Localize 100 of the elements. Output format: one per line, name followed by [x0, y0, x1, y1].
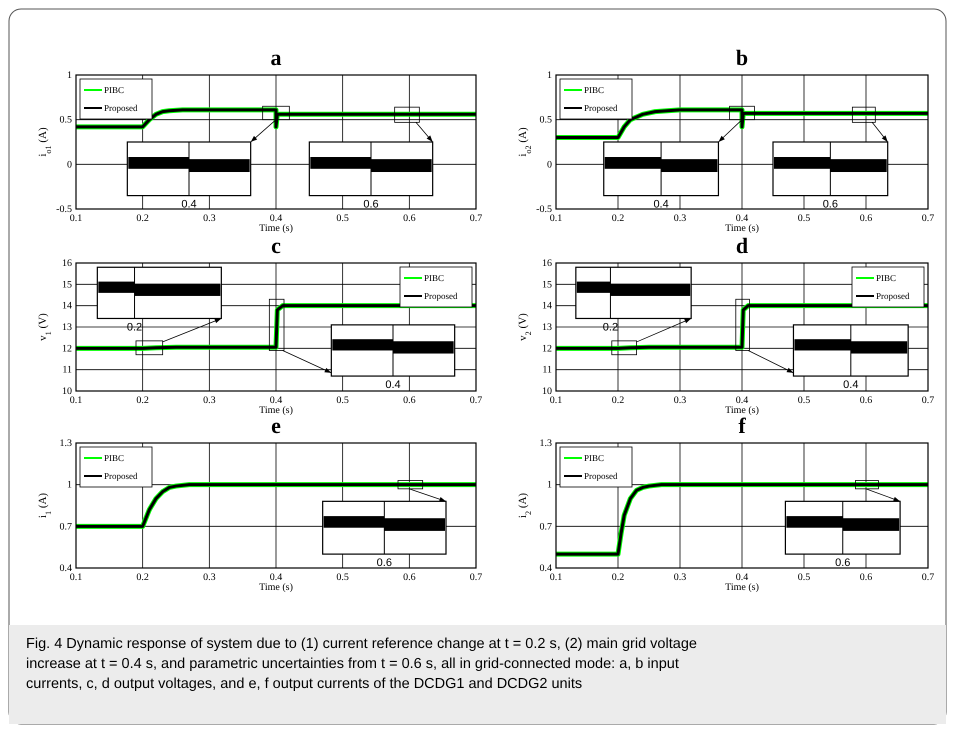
y-tick-label: 1 [67, 480, 72, 491]
x-tick-label: 0.7 [922, 572, 934, 583]
x-tick-label: 0.3 [203, 572, 216, 583]
x-tick-label: 0.4 [270, 395, 282, 406]
y-tick-label: 1 [547, 70, 552, 81]
legend-label: Proposed [584, 103, 618, 113]
x-axis-title: Time (s) [725, 582, 759, 593]
x-tick-label: 0.5 [336, 395, 349, 406]
x-tick-label: 0.5 [798, 213, 810, 224]
legend-label: Proposed [876, 291, 910, 301]
caption: Fig. 4 Dynamic response of system due to (1) current reference change at t = 0.2 s, (2) main grid voltage [26, 636, 697, 652]
x-tick-label: 0.5 [336, 213, 349, 224]
x-tick-label: 0.2 [136, 395, 149, 406]
y-tick-label: 15 [542, 279, 552, 290]
y-tick-label: 15 [62, 279, 72, 290]
annotation: 0.4 [385, 379, 401, 392]
chart-title: c [271, 233, 282, 258]
x-tick-label: 0.2 [612, 213, 624, 224]
x-tick-label: 0.2 [136, 572, 149, 583]
x-tick-label: 0.1 [70, 572, 82, 583]
legend-label: Proposed [104, 103, 138, 113]
x-tick-label: 0.7 [922, 395, 934, 406]
y-tick-label: 13 [542, 322, 552, 333]
y-tick-label: 0 [547, 159, 552, 170]
y-tick-label: -0.5 [536, 204, 552, 215]
annotation: 0.4 [653, 198, 669, 211]
x-tick-label: 0.3 [203, 395, 216, 406]
x-axis-title: Time (s) [725, 405, 759, 416]
chart-title: f [738, 413, 746, 438]
legend-label: PIBC [876, 273, 896, 283]
y-tick-label: 16 [542, 258, 552, 269]
x-tick-label: 0.6 [403, 395, 416, 406]
y-tick-label: 12 [542, 343, 552, 354]
y-tick-label: 1 [547, 480, 552, 491]
y-tick-label: 1.3 [60, 438, 72, 449]
y-tick-label: 0.5 [540, 114, 552, 126]
x-tick-label: 0.7 [922, 213, 934, 224]
y-tick-label: 0.4 [540, 563, 552, 574]
y-tick-label: 1 [67, 70, 72, 81]
y-tick-label: 11 [62, 364, 72, 376]
x-tick-label: 0.6 [403, 213, 416, 224]
x-tick-label: 0.1 [70, 395, 82, 406]
x-tick-label: 0.5 [798, 395, 810, 406]
x-tick-label: 0.3 [674, 395, 686, 406]
x-tick-label: 0.3 [203, 213, 216, 224]
x-tick-label: 0.4 [736, 213, 748, 224]
x-tick-label: 0.6 [860, 395, 872, 406]
x-tick-label: 0.4 [270, 572, 282, 583]
y-tick-label: 16 [62, 258, 72, 269]
x-tick-label: 0.3 [674, 213, 686, 224]
annotation: 0.6 [363, 198, 379, 211]
x-tick-label: 0.6 [860, 213, 872, 224]
y-tick-label: -0.5 [56, 204, 72, 215]
y-tick-label: 12 [62, 343, 72, 354]
annotation: 0.6 [822, 198, 838, 211]
chart-title: d [736, 233, 748, 258]
chart-title: e [271, 413, 282, 438]
x-tick-label: 0.2 [612, 572, 624, 583]
y-tick-label: 14 [542, 300, 552, 312]
x-tick-label: 0.4 [736, 572, 748, 583]
y-tick-label: 11 [542, 364, 552, 376]
x-tick-label: 0.4 [736, 395, 748, 406]
x-axis-title: Time (s) [725, 223, 759, 234]
legend-label: Proposed [584, 471, 618, 481]
y-tick-label: 10 [542, 386, 552, 397]
legend-label: PIBC [104, 453, 124, 463]
x-tick-label: 0.2 [136, 213, 149, 224]
chart-title: a [270, 45, 282, 70]
y-tick-label: 10 [62, 386, 72, 397]
x-tick-label: 0.6 [860, 572, 872, 583]
x-tick-label: 0.7 [470, 395, 482, 406]
y-tick-label: 0.4 [60, 563, 72, 574]
x-axis-title: Time (s) [259, 223, 293, 234]
x-axis-title: Time (s) [259, 405, 293, 416]
annotation: 0.6 [835, 557, 850, 570]
annotation: 0.4 [843, 379, 858, 392]
x-tick-label: 0.5 [336, 572, 349, 583]
legend-label: PIBC [584, 85, 604, 95]
y-tick-label: 13 [62, 322, 72, 333]
y-tick-label: 0.7 [60, 521, 72, 532]
x-tick-label: 0.2 [612, 395, 624, 406]
x-tick-label: 0.1 [550, 572, 562, 583]
y-tick-label: 0.5 [60, 114, 72, 126]
y-tick-label: 14 [62, 300, 72, 312]
y-tick-label: 1.3 [540, 438, 552, 449]
legend-label: Proposed [104, 471, 138, 481]
chart-title: b [736, 45, 748, 70]
legend-label: Proposed [424, 291, 458, 301]
legend-label: PIBC [104, 85, 124, 95]
x-tick-label: 0.7 [470, 572, 482, 583]
x-tick-label: 0.3 [674, 572, 686, 583]
legend-label: PIBC [424, 273, 444, 283]
x-tick-label: 0.5 [798, 572, 810, 583]
x-tick-label: 0.1 [550, 213, 562, 224]
legend-label: PIBC [584, 453, 604, 463]
text: currents, c, d output voltages, and e, f output currents of the DCDG1 and DCDG2 units [26, 676, 582, 692]
y-tick-label: 0.7 [540, 521, 552, 532]
text: increase at t = 0.4 s, and parametric uncertainties from t = 0.6 s, all in grid-connected mode: a, b input [26, 656, 679, 672]
x-axis-title: Time (s) [259, 582, 293, 593]
x-tick-label: 0.6 [403, 572, 416, 583]
